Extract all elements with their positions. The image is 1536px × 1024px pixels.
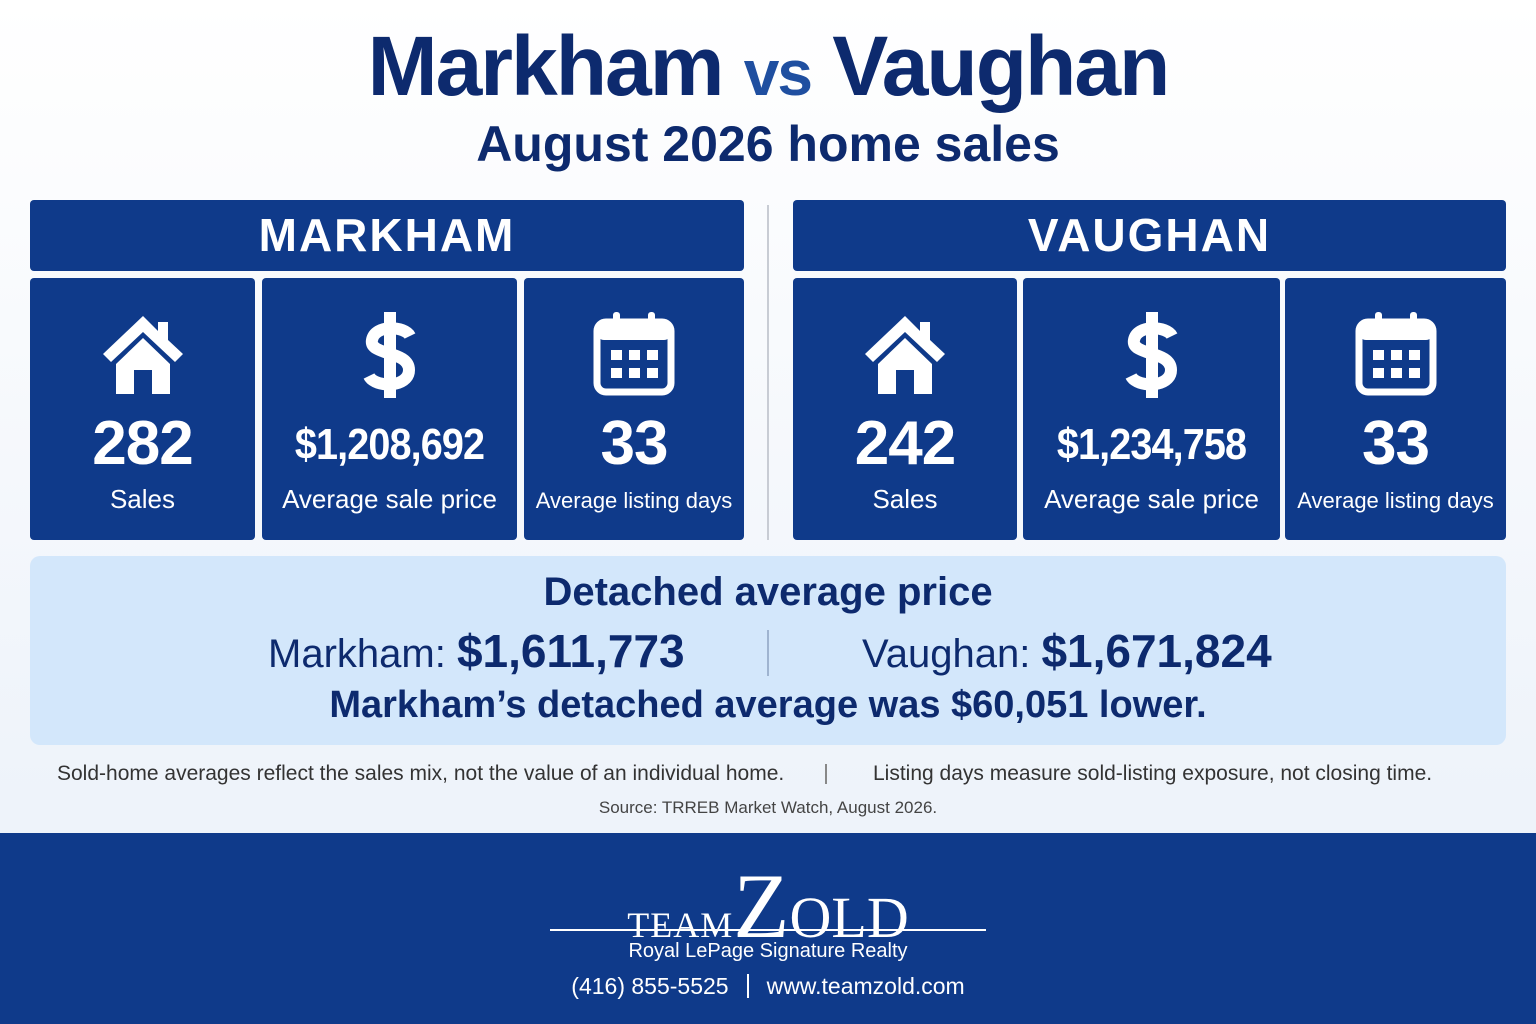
stat-label: Average listing days: [535, 488, 733, 513]
panel-header: VAUGHAN: [793, 200, 1506, 271]
house-icon: [102, 316, 183, 394]
website: www.teamzold.com: [766, 973, 965, 999]
stat-box: $1,208,692 Average sale price: [262, 278, 517, 540]
phone: (416) 855-5525: [571, 973, 729, 999]
brand-rule: [550, 929, 986, 931]
panel-header: MARKHAM: [30, 200, 744, 271]
stat-value: $1,234,758: [1056, 420, 1247, 469]
title-right: Vaughan: [832, 19, 1170, 113]
stat-value: $1,208,692: [294, 420, 485, 469]
title-vs: vs: [743, 37, 813, 109]
footnote: Listing days measure sold-listing exposu…: [873, 762, 1433, 785]
dollar-icon: [345, 308, 435, 398]
brand: TEAMZOLD: [0, 853, 1536, 959]
detached-box: Detached average price Markham: $1,611,7…: [30, 556, 1506, 745]
detached-value: $1,671,824: [1041, 625, 1272, 677]
detached-label: Vaughan:: [862, 632, 1031, 676]
detached-note: Markham’s detached average was $60,051 l…: [329, 684, 1207, 726]
brand-team: TEAM: [627, 905, 734, 945]
stat-box: 33 Average listing days: [1285, 278, 1506, 540]
stat-box: 33 Average listing days: [524, 278, 744, 540]
brand-name: ZOLD: [733, 855, 909, 957]
stat-box: $1,234,758 Average sale price: [1023, 278, 1280, 540]
contact: (416) 855-5525 www.teamzold.com: [0, 973, 1536, 1000]
detached-title: Detached average price: [543, 570, 993, 614]
title: Markham vs Vaughan: [0, 18, 1536, 115]
stat-label: Sales: [872, 484, 938, 514]
divider: [767, 205, 769, 540]
stat-value: 33: [1362, 409, 1430, 478]
subtitle: August 2026 home sales: [476, 116, 1060, 172]
company: Royal LePage Signature Realty: [628, 940, 908, 962]
footnote-divider: [825, 764, 827, 784]
stat-value: 33: [600, 409, 669, 478]
contact-divider: [746, 974, 749, 998]
stat-label: Average sale price: [1044, 484, 1259, 514]
stat-label: Average listing days: [1297, 488, 1494, 513]
dollar-icon: [1107, 308, 1197, 398]
calendar-icon: [589, 308, 679, 398]
stat-label: Average sale price: [282, 484, 497, 514]
stat-value: 242: [854, 409, 956, 478]
detached-divider: [767, 630, 769, 676]
stat-value: 282: [92, 409, 193, 478]
detached-item: Vaughan: $1,671,824: [862, 624, 1272, 678]
house-icon: [865, 316, 945, 394]
stat-label: Sales: [109, 484, 176, 514]
footer: TEAMZOLD Royal LePage Signature Realty (…: [0, 833, 1536, 1024]
footnote: Sold-home averages reflect the sales mix…: [57, 762, 785, 785]
detached-label: Markham:: [268, 632, 446, 676]
title-left: Markham: [367, 19, 725, 113]
stat-box: 282 Sales: [30, 278, 255, 540]
stat-box: 242 Sales: [793, 278, 1017, 540]
detached-item: Markham: $1,611,773: [268, 624, 685, 678]
source: Source: TRREB Market Watch, August 2026.: [598, 798, 938, 817]
detached-value: $1,611,773: [456, 625, 685, 677]
calendar-icon: [1351, 308, 1441, 398]
